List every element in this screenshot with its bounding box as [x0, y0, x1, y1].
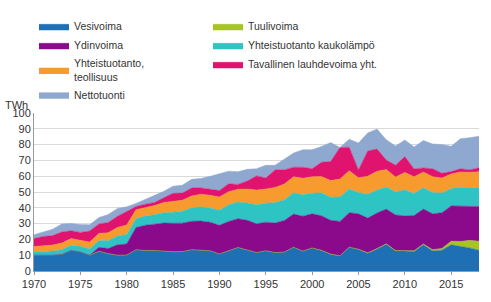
svg-text:2015: 2015 — [439, 278, 463, 290]
svg-text:100: 100 — [12, 107, 30, 119]
svg-text:Vesivoima: Vesivoima — [74, 20, 122, 32]
svg-text:Tavallinen lauhdevoima yht.: Tavallinen lauhdevoima yht. — [248, 58, 377, 70]
svg-text:TWh: TWh — [5, 99, 28, 111]
svg-text:Yhteistuotanto,teollisuus: Yhteistuotanto,teollisuus — [74, 57, 144, 83]
svg-text:90: 90 — [19, 123, 31, 135]
svg-text:Nettotuonti: Nettotuonti — [74, 89, 125, 101]
svg-text:1980: 1980 — [114, 278, 138, 290]
svg-text:20: 20 — [19, 233, 31, 245]
svg-text:2010: 2010 — [393, 278, 417, 290]
svg-text:Yhteistuotanto kaukolämpö: Yhteistuotanto kaukolämpö — [248, 39, 375, 51]
svg-text:1970: 1970 — [22, 278, 46, 290]
svg-text:Tuulivoima: Tuulivoima — [248, 20, 299, 32]
svg-text:1975: 1975 — [68, 278, 92, 290]
svg-text:1990: 1990 — [207, 278, 231, 290]
svg-text:30: 30 — [19, 217, 31, 229]
svg-text:Ydinvoima: Ydinvoima — [74, 39, 123, 51]
svg-text:70: 70 — [19, 154, 31, 166]
svg-text:10: 10 — [19, 249, 31, 261]
svg-text:80: 80 — [19, 138, 31, 150]
svg-text:2005: 2005 — [346, 278, 370, 290]
svg-text:2000: 2000 — [300, 278, 324, 290]
svg-text:60: 60 — [19, 170, 31, 182]
svg-text:50: 50 — [19, 186, 31, 198]
svg-text:1985: 1985 — [161, 278, 185, 290]
svg-text:1995: 1995 — [254, 278, 278, 290]
svg-text:40: 40 — [19, 202, 31, 214]
svg-text:0: 0 — [25, 265, 31, 277]
